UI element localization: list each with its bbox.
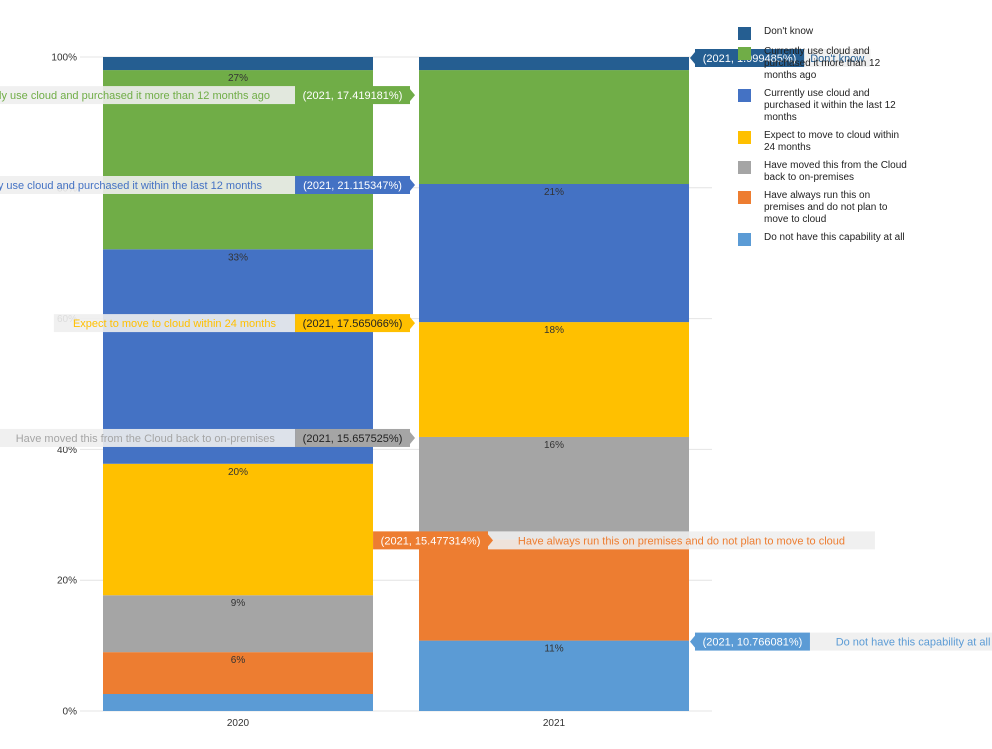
- legend-item[interactable]: Do not have this capability at all: [738, 232, 918, 246]
- bar-segment[interactable]: [419, 183, 689, 323]
- bar-segment[interactable]: [103, 693, 373, 711]
- data-label: 11%: [544, 644, 563, 655]
- tooltip: (2021, 17.565066%) Expect to move to clou…: [53, 314, 415, 333]
- tooltip-text-bg: [0, 428, 296, 447]
- bar-segment[interactable]: [103, 249, 373, 464]
- legend-label: Expect to move to cloud within 24 months: [764, 130, 900, 153]
- bar-segment[interactable]: [103, 463, 373, 596]
- tooltip: (2021, 21.115347%) Currently use cloud an…: [0, 175, 415, 194]
- tooltip: (2021, 15.657525%) Have moved this from t…: [0, 428, 415, 447]
- legend-label: Have always run this on premises and do …: [764, 190, 888, 225]
- bar-segment[interactable]: [103, 57, 373, 71]
- bar-segment[interactable]: [103, 652, 373, 694]
- legend-item[interactable]: Currently use cloud and purchased it mor…: [738, 46, 918, 82]
- legend-swatch: [738, 27, 751, 40]
- tooltip-value-bg: [295, 86, 410, 105]
- data-label: 9%: [231, 598, 246, 609]
- bar-segment[interactable]: [103, 595, 373, 653]
- tooltip-value: (2021, 21.115347%): [303, 180, 402, 192]
- legend-item[interactable]: Expect to move to cloud within 24 months: [738, 130, 918, 154]
- bar-segment[interactable]: [419, 436, 689, 540]
- legend-swatch: [738, 89, 751, 102]
- tooltip-text-bg: [0, 86, 296, 105]
- tooltip-arrow: [410, 89, 415, 102]
- legend-swatch: [738, 191, 751, 204]
- tooltip-series-name: Have moved this from the Cloud back to o…: [16, 433, 276, 445]
- bar-segment[interactable]: [419, 539, 689, 641]
- tooltip-layer: (2021, 1.999485%) Don't know(2021, 17.419…: [0, 49, 992, 651]
- bar-segment[interactable]: [419, 322, 689, 437]
- legend-swatch: [738, 131, 751, 144]
- tooltip-series-name: Do not have this capability at all: [836, 637, 991, 649]
- bar-segment[interactable]: [419, 57, 689, 71]
- data-labels-layer: 6% 9% 20% 33% 27% 11% 16% 18% 21%: [228, 73, 564, 666]
- x-tick-label: 2020: [227, 718, 250, 729]
- tooltip-text-bg: [809, 632, 992, 651]
- tooltip: (2021, 10.766081%) Do not have this capab…: [690, 632, 992, 651]
- data-label: 20%: [228, 467, 248, 478]
- tooltip: (2021, 17.419181%) Currently use cloud an…: [0, 86, 415, 105]
- legend-item[interactable]: Currently use cloud and purchased it wit…: [738, 88, 918, 124]
- legend-item[interactable]: Have always run this on premises and do …: [738, 190, 918, 226]
- tooltip-series-name: Expect to move to cloud within 24 months: [73, 318, 276, 330]
- tooltip-text-bg: [804, 49, 871, 67]
- tooltip-value-bg: [373, 531, 488, 550]
- bars-layer: [103, 57, 689, 711]
- data-label: 21%: [544, 187, 564, 198]
- tooltip-arrow: [410, 317, 415, 330]
- tooltip-series-name: Currently use cloud and purchased it mor…: [0, 90, 270, 102]
- tooltip: (2021, 15.477314%) Have always run this o…: [373, 531, 875, 550]
- tooltip-value: (2021, 15.657525%): [303, 433, 403, 445]
- legend-label: Don't know: [764, 26, 814, 37]
- tooltip-arrow: [690, 52, 695, 64]
- tooltip-value: (2021, 15.477314%): [381, 535, 481, 547]
- data-label: 27%: [228, 73, 248, 84]
- tooltip-series-name: Have always run this on premises and do …: [518, 535, 845, 547]
- y-tick-label: 40%: [57, 445, 77, 456]
- tooltip-arrow: [410, 431, 415, 444]
- tooltip-text-bg: [0, 175, 296, 194]
- tooltip-arrow: [410, 178, 415, 191]
- tooltip-value: (2021, 17.419181%): [303, 90, 403, 102]
- legend-item[interactable]: Don't know: [738, 26, 918, 40]
- legend-swatch: [738, 161, 751, 174]
- tooltip-value-bg: [295, 175, 410, 194]
- data-label: 18%: [544, 325, 564, 336]
- x-tick-label: 2021: [543, 718, 566, 729]
- bar-segment[interactable]: [419, 70, 689, 184]
- legend: Don't know Currently use cloud and purcha…: [738, 26, 918, 252]
- data-label: 6%: [231, 655, 246, 666]
- tooltip-text-bg: [488, 531, 875, 550]
- tooltip-value-bg: [295, 314, 410, 333]
- y-tick-label: 20%: [57, 576, 77, 587]
- legend-label: Currently use cloud and purchased it mor…: [764, 46, 881, 81]
- legend-label: Currently use cloud and purchased it wit…: [764, 88, 896, 123]
- data-label: 33%: [228, 252, 248, 263]
- legend-label: Have moved this from the Cloud back to o…: [764, 160, 907, 183]
- tooltip-value: (2021, 10.766081%): [703, 637, 803, 649]
- tooltip-value: (2021, 17.565066%): [303, 318, 403, 330]
- legend-label: Do not have this capability at all: [764, 232, 905, 243]
- legend-item[interactable]: Have moved this from the Cloud back to o…: [738, 160, 918, 184]
- legend-swatch: [738, 233, 751, 246]
- tooltip-text-bg: [53, 314, 296, 333]
- tooltip-value-bg: [695, 632, 810, 651]
- bar-segment[interactable]: [419, 640, 689, 711]
- tooltip-arrow: [488, 534, 493, 547]
- tooltip-value-bg: [295, 428, 410, 447]
- y-tick-label: 0%: [63, 707, 78, 718]
- data-label: 16%: [544, 440, 564, 451]
- legend-swatch: [738, 47, 751, 60]
- tooltip-series-name: Currently use cloud and purchased it wit…: [0, 180, 262, 192]
- y-tick-label: 100%: [51, 53, 77, 64]
- tooltip-series-name: Don't know: [810, 53, 864, 65]
- tooltip-arrow: [690, 635, 695, 648]
